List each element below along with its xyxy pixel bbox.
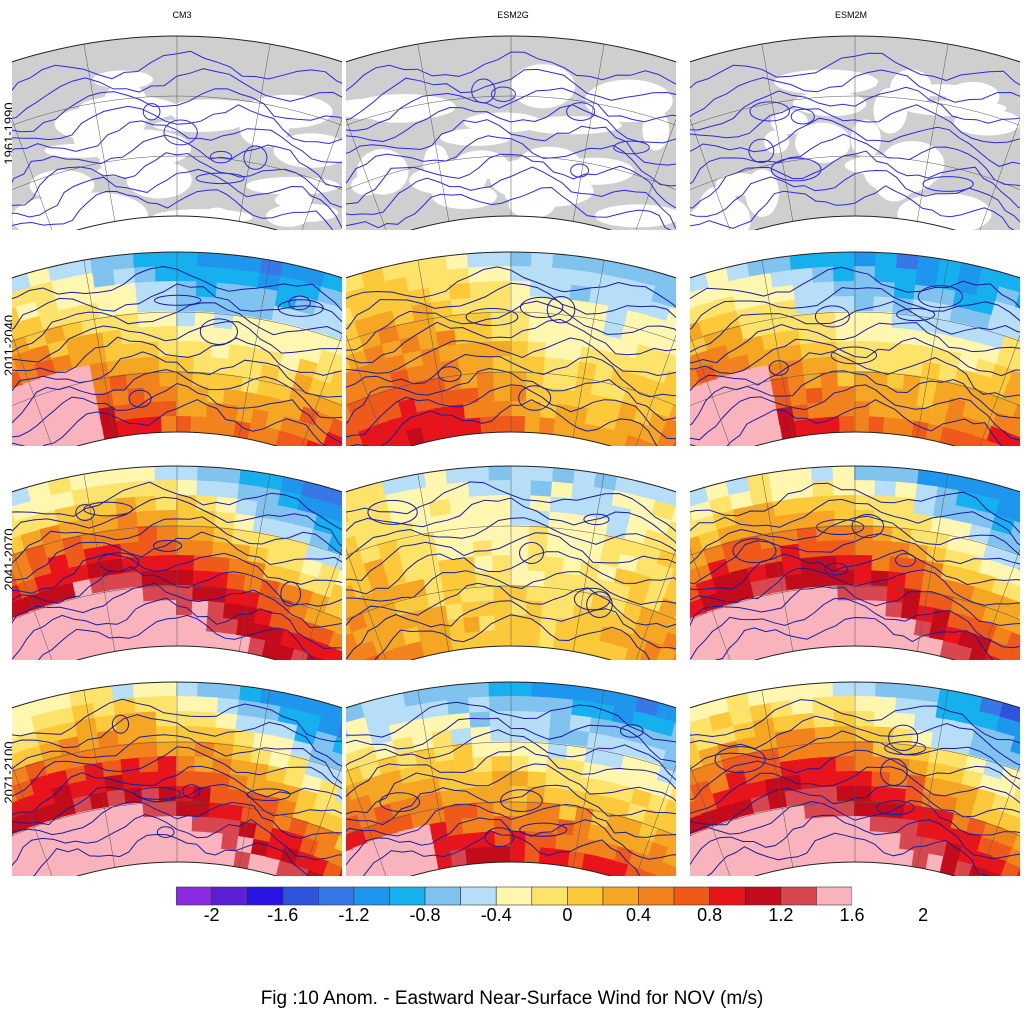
colorbar-tick-label: -1.6 [267, 905, 299, 925]
colorbar-tick-label: 0 [562, 905, 573, 925]
map-panel-esm2m-2011-2040 [690, 251, 1020, 446]
colorbar-swatch [424, 886, 461, 906]
map-panel-esm2g-2041-2070 [346, 465, 676, 660]
colorbar-swatch [673, 886, 710, 906]
colorbar-swatch [318, 886, 355, 906]
colorbar-tick-label: 0.4 [626, 905, 652, 925]
colorbar [176, 886, 852, 906]
colorbar-swatch [495, 886, 533, 906]
map-panel-esm2g-2071-2100 [346, 681, 676, 876]
colorbar-tick-label: -1.2 [338, 905, 370, 925]
map-panel-esm2m-2071-2100 [690, 681, 1020, 876]
colorbar-tick-label: -2 [203, 905, 220, 925]
colorbar-swatch [282, 886, 319, 906]
colorbar-swatch [460, 886, 497, 906]
map-panel-esm2m-1961-1990 [690, 35, 1020, 230]
colorbar-swatch [389, 886, 426, 906]
map-panel-cm3-2071-2100 [12, 681, 342, 876]
colorbar-tick-label: 0.8 [697, 905, 723, 925]
colorbar-tick-label: 1.2 [768, 905, 794, 925]
colorbar-tick-label: -0.8 [409, 905, 441, 925]
colorbar-swatch [709, 886, 746, 906]
colorbar-swatch [816, 886, 852, 906]
colorbar-swatch [638, 886, 675, 906]
colorbar-swatch [211, 886, 248, 906]
colorbar-swatch [176, 886, 212, 906]
map-panel-esm2m-2041-2070 [690, 465, 1020, 660]
colorbar-swatch [353, 886, 390, 906]
colorbar-swatch [780, 886, 817, 906]
map-panel-cm3-2011-2040 [12, 251, 342, 446]
colorbar-tick-label: -0.4 [480, 905, 512, 925]
figure-caption: Fig :10 Anom. - Eastward Near-Surface Wi… [260, 988, 764, 1009]
colorbar-swatch [602, 886, 639, 906]
colorbar-swatch [246, 886, 284, 906]
colorbar-swatch [744, 886, 782, 906]
map-panel-cm3-2041-2070 [12, 465, 342, 660]
column-title-cm3: CM3 [172, 10, 192, 20]
colorbar-tick-label: 1.6 [839, 905, 865, 925]
map-panel-esm2g-1961-1990 [346, 35, 676, 230]
colorbar-tick-label: 2 [918, 905, 929, 925]
colorbar-swatch [531, 886, 568, 906]
colorbar-swatch [567, 886, 604, 906]
map-panel-cm3-1961-1990 [12, 35, 342, 230]
map-panel-esm2g-2011-2040 [346, 251, 676, 446]
column-title-esm2m: ESM2M [834, 10, 867, 20]
column-title-esm2g: ESM2G [497, 10, 529, 20]
